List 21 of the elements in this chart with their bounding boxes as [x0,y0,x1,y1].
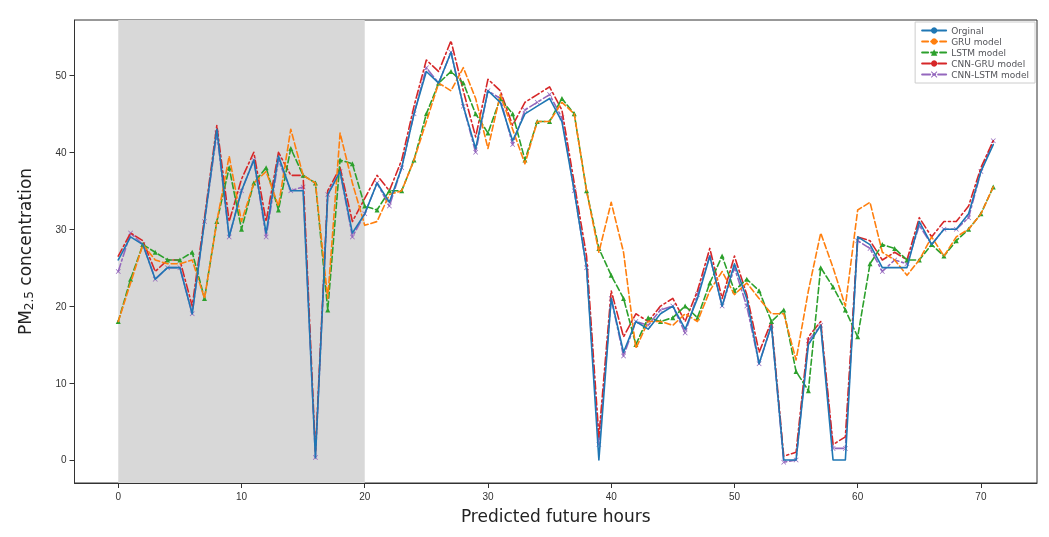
x-tick-label: 30 [482,490,494,502]
legend-label: GRU model [951,36,1002,47]
x-tick-label: 70 [975,490,987,502]
y-tick-label: 20 [55,300,67,312]
legend-label: Orginal [951,25,984,36]
x-tick-label: 40 [605,490,618,502]
x-tick-label: 0 [115,490,122,502]
y-axis-title: PM2.5 concentration [14,167,36,336]
y-tick-label: 40 [55,146,67,158]
x-tick-label: 20 [359,490,371,502]
legend-label: CNN-GRU model [951,58,1026,69]
x-tick-label: 50 [728,490,741,502]
x-tick-label: 60 [852,490,864,502]
legend-label: LSTM model [951,47,1006,58]
x-axis-title: Predicted future hours [460,505,651,526]
y-tick-label: 0 [60,454,67,466]
y-tick-label: 10 [55,377,67,389]
x-tick-label: 10 [235,490,248,502]
y-tick-label: 50 [55,69,67,81]
legend-label: CNN-LSTM model [951,69,1029,80]
y-tick-label: 30 [55,223,67,235]
